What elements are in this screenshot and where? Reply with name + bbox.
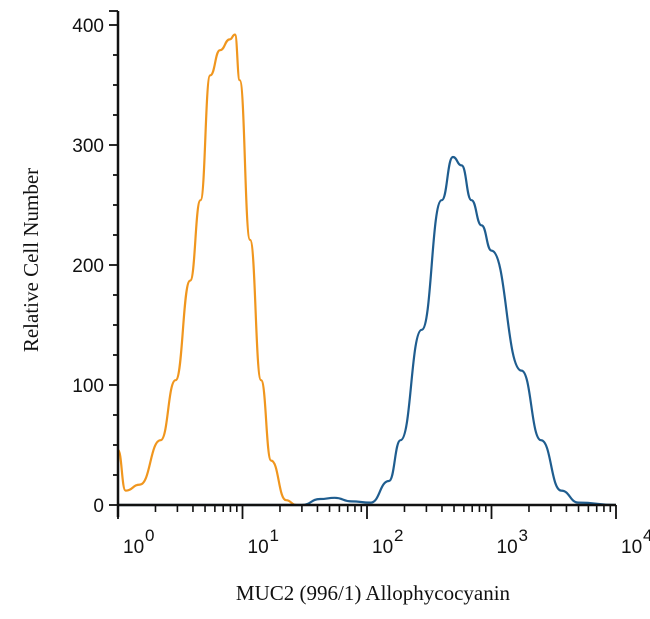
x-tick-label-base: 10 — [497, 537, 518, 558]
series-line-0 — [116, 33, 297, 507]
series-layer — [116, 33, 617, 507]
x-tick-label-base: 10 — [248, 537, 269, 558]
x-tick-label-base: 10 — [123, 537, 144, 558]
y-tick-label: 200 — [72, 256, 104, 277]
x-tick-label-base: 10 — [621, 537, 642, 558]
series-line-1 — [118, 155, 617, 507]
y-tick-label: 300 — [72, 136, 104, 157]
y-tick-label: 0 — [93, 496, 104, 517]
y-tick-label: 100 — [72, 376, 104, 397]
x-tick-label-exponent: 2 — [394, 526, 403, 545]
y-axis-title: Relative Cell Number — [19, 168, 43, 352]
x-tick-label-exponent: 1 — [270, 526, 279, 545]
x-tick-label-exponent: 0 — [145, 526, 154, 545]
y-tick-label: 400 — [72, 16, 104, 37]
x-tick-label-base: 10 — [372, 537, 393, 558]
x-axis-title: MUC2 (996/1) Allophycocyanin — [236, 581, 511, 605]
x-tick-label-exponent: 4 — [643, 526, 650, 545]
axes-layer — [109, 10, 617, 519]
x-tick-label-exponent: 3 — [519, 526, 528, 545]
